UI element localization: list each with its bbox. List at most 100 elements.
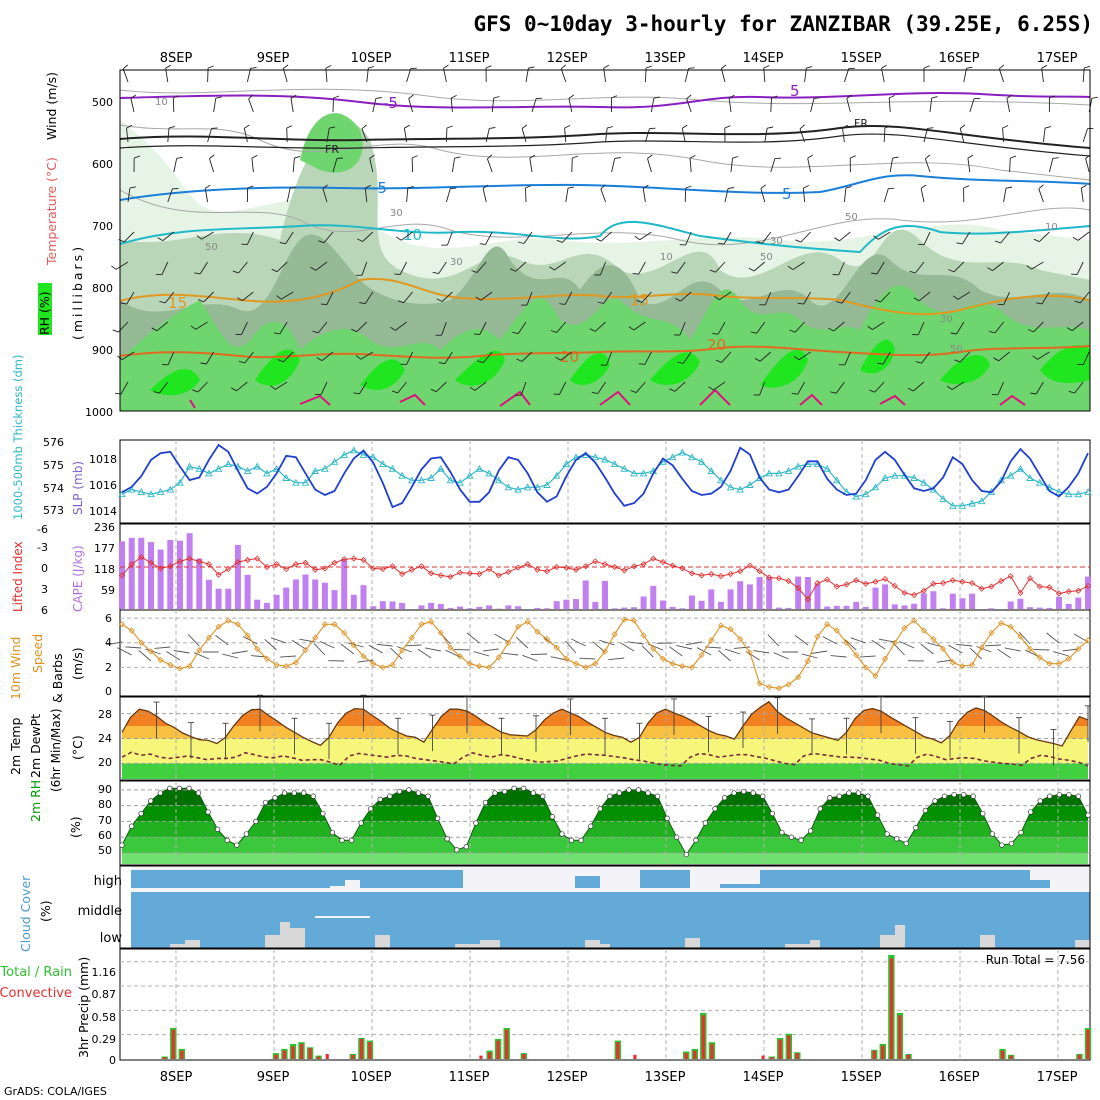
slp-thickness-series	[118, 440, 1092, 523]
y-axis-label: CAPE (J/kg)	[71, 545, 85, 612]
upper-wind-barb-flag	[787, 265, 794, 270]
wind-speed-point	[824, 621, 831, 628]
date-label: 10SEP	[351, 51, 392, 66]
wind-barb	[466, 632, 480, 644]
upper-wind-barb-flag	[450, 94, 457, 99]
wind-speed-point	[553, 644, 560, 651]
wind-barb	[138, 650, 152, 662]
li-point	[1026, 575, 1034, 582]
precip-conv-bar	[795, 1053, 799, 1059]
wind-speed-point	[621, 616, 628, 623]
li-point	[882, 575, 889, 582]
wind-speed-point	[302, 647, 309, 654]
cape-bar	[544, 608, 550, 609]
y-tick-label: 1.16	[92, 966, 117, 979]
cape-bar	[418, 605, 425, 609]
upper-wind-barb	[764, 128, 768, 143]
upper-wind-barb	[1035, 381, 1044, 395]
upper-wind-barb-flag	[126, 124, 133, 129]
upper-wind-barb	[479, 321, 487, 335]
thickness-point	[552, 471, 561, 479]
upper-wind-barb	[282, 68, 288, 83]
upper-wind-barb-flag	[994, 240, 1001, 244]
upper-wind-barb-flag	[489, 127, 496, 129]
precip-conv-bar	[1000, 1050, 1005, 1059]
rh-point	[894, 836, 900, 842]
rh-point	[396, 788, 403, 795]
wind-barb	[733, 646, 750, 649]
li-point	[418, 563, 425, 570]
wind-speed-point	[659, 655, 667, 662]
cape-bar	[901, 605, 908, 609]
wind-barb	[794, 635, 809, 646]
thickness-point	[523, 483, 532, 491]
upper-wind-barb-flag	[600, 184, 606, 190]
upper-wind-barb	[876, 261, 885, 275]
precip-conv-bar	[898, 1015, 902, 1059]
upper-wind-barb	[164, 291, 175, 304]
wind-speed-point	[737, 636, 744, 643]
thickness-point	[166, 485, 175, 493]
li-point	[930, 580, 937, 587]
wind-speed-point	[727, 626, 734, 633]
upper-wind-barb	[276, 261, 288, 273]
cape-bar	[882, 584, 889, 609]
wind-speed-point	[524, 618, 531, 625]
li-point	[234, 559, 241, 566]
y-axis-label: 2m RH	[28, 780, 43, 822]
upper-wind-barb	[770, 97, 772, 113]
upper-wind-barb	[794, 321, 805, 333]
rh-point	[674, 834, 680, 840]
y-axis-label: 10m Wind	[8, 637, 23, 700]
upper-wind-barb-flag	[271, 268, 278, 273]
rh-point	[454, 847, 460, 853]
upper-wind-barb	[480, 291, 493, 301]
upper-wind-barb	[962, 231, 971, 245]
upper-wind-barb-flag	[925, 154, 931, 160]
upper-wind-barb-flag	[966, 66, 973, 69]
wind-speed-point	[949, 659, 956, 666]
upper-wind-barb	[798, 351, 811, 361]
thickness-point	[977, 497, 986, 505]
upper-wind-barb	[883, 127, 886, 143]
li-point	[360, 556, 367, 564]
wind-speed-point	[254, 645, 261, 652]
upper-wind-barb-flag	[797, 302, 804, 305]
upper-wind-barb-flag	[550, 330, 557, 334]
upper-wind-barb	[203, 291, 214, 303]
upper-wind-barb-flag	[572, 155, 579, 159]
y-axis-label: SLP (mb)	[71, 461, 85, 515]
upper-wind-barb	[403, 128, 408, 143]
date-label: 15SEP	[841, 51, 882, 66]
li-point	[563, 564, 570, 571]
wind-barb	[390, 647, 403, 660]
cape-bar	[766, 577, 773, 609]
upper-wind-barb-flag	[907, 387, 914, 392]
cape-bar	[814, 583, 821, 609]
li-point	[215, 571, 222, 578]
upper-wind-barb	[917, 321, 925, 335]
upper-wind-barb	[361, 261, 368, 276]
upper-wind-barb-flag	[397, 300, 404, 304]
cloud-panel: high middle low Cloud Cover (%)	[18, 865, 1091, 952]
wind-barb	[425, 647, 441, 652]
precip-conv-bar	[368, 1042, 372, 1059]
upper-wind-barb-flag	[813, 97, 820, 99]
date-label: 17SEP	[1037, 1070, 1078, 1085]
upper-wind-barb-flag	[369, 154, 375, 159]
li-point	[389, 563, 396, 570]
rh-point	[721, 795, 728, 801]
wind-speed-point	[650, 645, 657, 652]
upper-wind-barb	[1085, 158, 1090, 173]
upper-wind-barb-flag	[1044, 126, 1052, 129]
cape-bar	[853, 601, 860, 609]
y-axis-label: Temperature (°C)	[44, 157, 59, 266]
upper-wind-barb-flag	[294, 155, 301, 159]
li-point	[186, 555, 193, 562]
wind-speed-point	[775, 685, 782, 692]
rh-point	[167, 785, 173, 791]
wind-barb	[494, 633, 509, 643]
upper-wind-barb	[994, 321, 1004, 334]
upper-wind-barb-flag	[564, 124, 571, 129]
